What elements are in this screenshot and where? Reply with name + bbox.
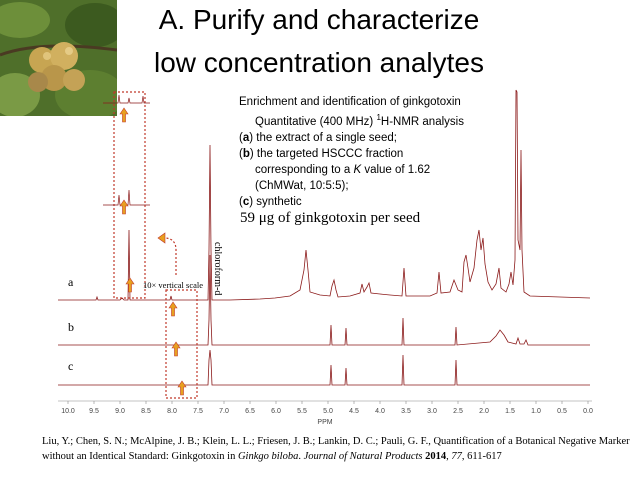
nmr-trace-c	[58, 349, 590, 386]
info-item-b-cont1-post: value of 1.62	[361, 163, 431, 176]
citation-genus: Ginkgo biloba	[237, 451, 299, 462]
ppm-tick-label: 7.0	[219, 408, 229, 415]
scale-note: 10× vertical scale	[143, 280, 204, 290]
ppm-axis-unit: PPM	[317, 419, 332, 426]
ppm-tick-label: 1.5	[505, 408, 515, 415]
nmr-spectrum-figure: 10.0 9.5 9.0 8.5 8.0 7.5 7.0 6.5 6.0 5.5 5.0 4.5 4.0…	[58, 89, 593, 426]
trace-label-b: b	[68, 320, 74, 334]
analysis-description: Enrichment and identification of ginkgot…	[239, 94, 464, 210]
ginkgo-fruit-photo	[0, 0, 117, 116]
ppm-tick-label: 9.0	[115, 408, 125, 415]
info-item-b: (b) the targeted HSCCC fraction	[239, 147, 404, 160]
citation-sep: .	[298, 451, 304, 462]
info-item-b-cont1: corresponding to a K value of 1.62	[239, 162, 464, 178]
citation: Liu, Y.; Chen, S. N.; McAlpine, J. B.; K…	[42, 434, 632, 464]
citation-journal: Journal of Natural Products	[303, 451, 423, 462]
ppm-tick-label: 5.0	[323, 408, 333, 415]
info-item-a-letter: a	[242, 131, 250, 144]
nmr-trace-b	[58, 254, 590, 346]
info-item-a-text: the extract of a single seed;	[253, 131, 397, 144]
ppm-tick-label: 7.5	[193, 408, 203, 415]
ginkgo-photo-image	[0, 0, 117, 116]
ppm-tick-label: 4.5	[349, 408, 359, 415]
info-item-b-letter: b	[242, 147, 250, 160]
ppm-tick-label: 8.5	[141, 408, 151, 415]
citation-vol-sep: ,	[446, 451, 452, 462]
ppm-tick-label: 8.0	[167, 408, 177, 415]
info-method: Quantitative (400 MHz) 1H-NMR analysis	[239, 110, 464, 130]
ppm-tick-label: 10.0	[61, 408, 75, 415]
info-item-b-text: the targeted HSCCC fraction	[253, 147, 404, 160]
info-item-b-cont1-k: K	[353, 163, 362, 176]
scale-curve-arrowhead	[157, 232, 166, 244]
inset-trace-top	[103, 94, 150, 104]
ppm-tick-label: 9.5	[89, 408, 99, 415]
info-item-b-cont2: (ChMWat, 10:5:5);	[255, 179, 349, 192]
scale-curve-arrow	[160, 237, 177, 275]
nmr-trace-a	[58, 89, 591, 301]
info-method-sup: 1	[376, 113, 381, 122]
highlight-box-bc	[165, 289, 198, 399]
ppm-tick-label: 2.5	[453, 408, 463, 415]
info-method-pre: Quantitative (400 MHz)	[255, 115, 377, 128]
ppm-tick-label: 4.0	[375, 408, 385, 415]
citation-pages: , 611-617	[461, 451, 502, 462]
info-item-a: (a) the extract of a single seed;	[239, 131, 397, 144]
ppm-tick-label: 6.5	[245, 408, 255, 415]
ppm-tick-label: 6.0	[271, 408, 281, 415]
trace-label-c: c	[68, 359, 74, 373]
citation-year: 2014	[422, 451, 447, 462]
citation-volume: 77	[451, 451, 462, 462]
info-item-c-letter: c	[242, 195, 250, 208]
info-heading: Enrichment and identification of ginkgot…	[239, 96, 461, 108]
highlight-box-a	[113, 91, 146, 299]
info-method-post: H-NMR analysis	[380, 115, 464, 128]
slide-title-line1: A. Purify and characterize	[158, 4, 480, 35]
yield-statement: 59 μg of ginkgotoxin per seed	[240, 210, 421, 226]
citation-authors: Liu, Y.; Chen, S. N.; McAlpine, J. B.; K…	[42, 436, 630, 462]
trace-label-a: a	[68, 275, 74, 289]
solvent-label: chloroform-d	[212, 242, 223, 295]
ppm-tick-label: 3.5	[401, 408, 411, 415]
slide-title-line2: low concentration analytes	[154, 47, 484, 78]
ppm-tick-label: 0.5	[557, 408, 567, 415]
ppm-tick-label: 5.5	[297, 408, 307, 415]
info-item-b-cont1-pre: corresponding to a	[255, 163, 354, 176]
info-item-c: (c) synthetic	[239, 195, 302, 208]
arrow-markers	[119, 107, 187, 396]
ppm-tick-label: 0.0	[583, 408, 593, 415]
ppm-tick-label: 1.0	[531, 408, 541, 415]
ppm-tick-label: 2.0	[479, 408, 489, 415]
inset-trace-mid	[103, 189, 150, 206]
ppm-tick-label: 3.0	[427, 408, 437, 415]
info-item-c-text: synthetic	[253, 195, 302, 208]
ppm-tick-group: 10.0 9.5 9.0 8.5 8.0 7.5 7.0 6.5 6.0 5.5 5.0 4.5 4.0…	[61, 401, 593, 415]
